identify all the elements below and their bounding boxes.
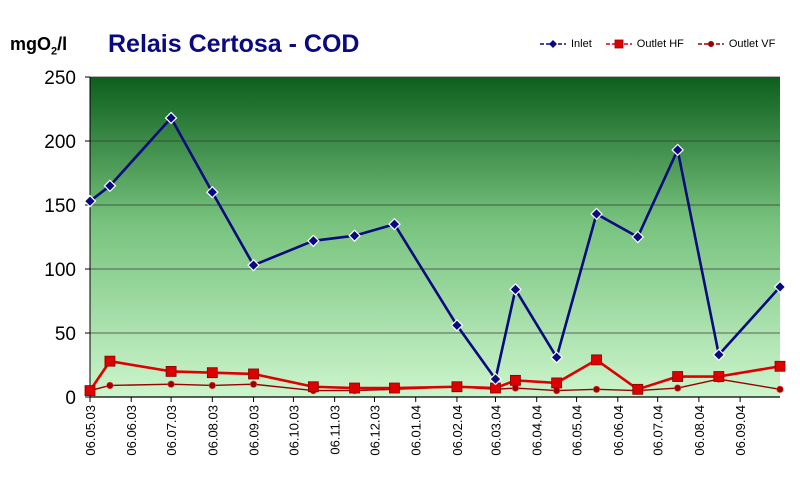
x-tick-label: 06.12.03 [368, 405, 383, 456]
data-point-inlet [164, 111, 178, 125]
x-tick-label: 06.08.03 [205, 405, 220, 456]
y-tick-label: 250 [44, 68, 76, 89]
y-tick-label: 0 [65, 388, 76, 409]
legend-item-outlet-vf: Outlet VF [697, 38, 776, 50]
data-point-outlet-hf [84, 385, 96, 397]
x-tick-label: 06.10.03 [286, 405, 301, 456]
plot-area [90, 77, 780, 397]
x-tick-label: 06.09.03 [247, 405, 262, 456]
legend-square-icon [605, 39, 632, 49]
data-point-outlet-hf [248, 368, 259, 380]
grid-lines [90, 76, 780, 334]
data-point-outlet-hf [165, 365, 177, 377]
legend-diamond-icon [540, 40, 566, 48]
x-tick-label: 06.11.03 [328, 405, 343, 455]
data-point-outlet-hf [510, 374, 521, 386]
data-point-inlet [205, 185, 219, 199]
x-tick-label: 06.09.04 [733, 405, 748, 456]
x-tick-label: 06.04.04 [530, 405, 545, 456]
data-point-outlet-hf [389, 382, 400, 394]
chart-title: Relais Certosa - COD [108, 30, 360, 58]
data-point-outlet-vf [208, 381, 216, 390]
data-point-inlet [631, 230, 645, 244]
x-tick-label: 06.03.04 [488, 405, 503, 456]
data-point-inlet [590, 207, 603, 221]
x-tick-label: 06.05.03 [83, 405, 98, 456]
legend-label-outlet-hf: Outlet HF [636, 38, 684, 50]
data-point-outlet-hf [591, 354, 602, 366]
data-point-outlet-hf [206, 367, 218, 379]
data-point-outlet-vf [674, 384, 682, 392]
data-point-inlet [773, 280, 787, 294]
y-axis-unit-label: mgO2/l [10, 34, 68, 58]
data-point-inlet [550, 350, 563, 364]
x-tick-label: 06.06.03 [124, 405, 139, 456]
legend-circle-icon [697, 41, 724, 47]
axes: 0 50 100 150 200 250 06.05.03 06.06.03 06.07.03 0… [44, 68, 780, 456]
legend-item-outlet-hf: Outlet HF [605, 38, 684, 50]
x-tick-label: 06.07.03 [164, 405, 179, 456]
data-point-outlet-vf [592, 385, 601, 393]
data-point-outlet-hf [451, 381, 463, 393]
legend-label-outlet-vf: Outlet VF [728, 38, 776, 50]
data-point-inlet [103, 179, 117, 193]
x-tick-label: 06.08.04 [692, 405, 707, 456]
data-point-inlet [348, 229, 361, 243]
data-point-outlet-hf [672, 371, 684, 382]
legend-item-inlet: Inlet [540, 38, 592, 50]
data-point-inlet [671, 143, 684, 157]
x-tick-label: 06.01.04 [409, 405, 424, 456]
data-point-outlet-hf [307, 381, 319, 393]
series-layer [83, 111, 787, 397]
data-point-outlet-vf [776, 385, 784, 393]
data-point-outlet-hf [632, 383, 644, 395]
data-point-outlet-hf [774, 360, 786, 372]
data-point-inlet [450, 318, 464, 332]
data-point-outlet-hf [104, 355, 116, 367]
legend-label-inlet: Inlet [571, 38, 592, 50]
y-tick-label: 50 [55, 324, 76, 345]
x-tick-label: 06.05.04 [570, 405, 585, 456]
legend: Inlet Outlet HF Outlet VF [540, 38, 775, 50]
data-point-inlet [489, 372, 502, 386]
data-point-outlet-vf [106, 381, 114, 390]
data-point-outlet-hf [713, 371, 725, 382]
x-tick-label: 06.07.04 [651, 405, 666, 456]
y-tick-label: 200 [44, 132, 76, 153]
x-tick-label: 06.06.04 [611, 405, 626, 456]
data-point-outlet-vf [167, 380, 175, 388]
data-point-inlet [247, 258, 260, 272]
data-point-inlet [388, 217, 401, 231]
y-tick-label: 150 [44, 196, 76, 217]
data-point-outlet-hf [349, 382, 360, 394]
x-tick-label: 06.02.04 [450, 405, 465, 456]
data-point-inlet [509, 283, 522, 296]
data-point-inlet [307, 234, 320, 248]
data-point-outlet-vf [249, 380, 258, 388]
y-tick-label: 100 [44, 260, 76, 281]
data-point-inlet [712, 348, 726, 362]
data-point-inlet [83, 194, 97, 208]
data-point-outlet-hf [551, 377, 563, 389]
